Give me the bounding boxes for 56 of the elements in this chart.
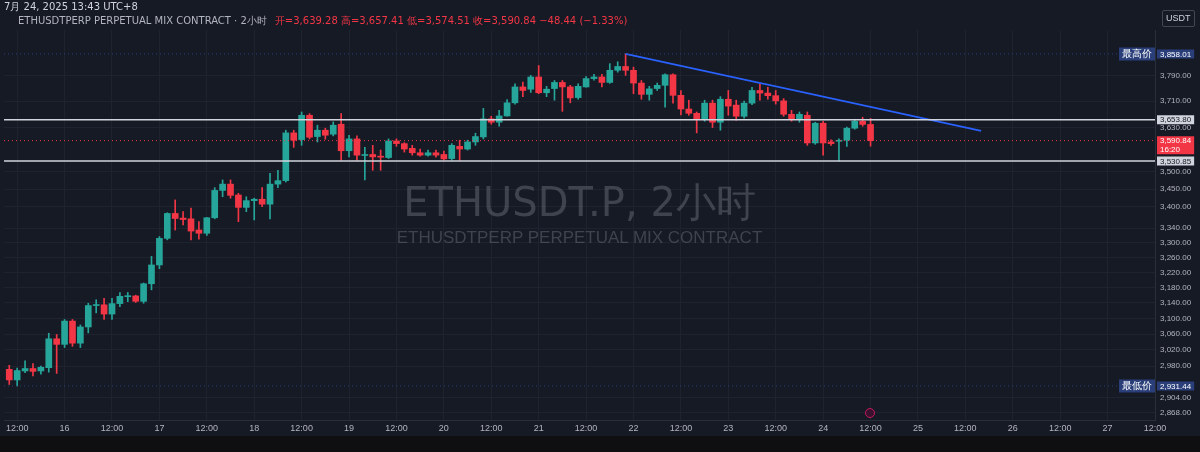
y-tick-label: 3,020.00 <box>1160 345 1192 355</box>
text: 开=3,639.28 高=3,657.41 低=3,574.51 收=3,590.84 −48.44 (−1.33%) <box>274 15 628 27</box>
x-tick-label: 24 <box>818 422 829 433</box>
x-tick-label: 12:00 <box>764 422 787 433</box>
x-tick-label: 12:00 <box>290 422 313 433</box>
y-tick-label: 3,140.00 <box>1160 298 1192 308</box>
y-tick-label: 3,630.00 <box>1160 122 1192 132</box>
y-tick-label: 3,790.00 <box>1160 70 1192 80</box>
x-tick-label: 12:00 <box>669 422 693 433</box>
y-tick-label: 3,710.00 <box>1160 96 1192 106</box>
ref-line-label: 3,590.84 16:20 <box>1160 136 1192 155</box>
x-tick-label: 12:00 <box>100 422 124 433</box>
y-tick-label: 2,980.00 <box>1160 361 1192 371</box>
y-tick-label: 3,500.00 <box>1160 166 1192 176</box>
x-tick-label: 22 <box>628 422 639 433</box>
ref-line-label: 3,653.80 <box>1160 115 1192 125</box>
x-tick-label: 26 <box>1007 422 1018 433</box>
y-tick-label: 3,060.00 <box>1160 329 1192 339</box>
y-tick-label: 3,400.00 <box>1160 201 1192 211</box>
y-tick-label: 2,904.00 <box>1160 392 1192 402</box>
y-tick-label: 2,868.00 <box>1160 407 1192 417</box>
x-tick-label: 19 <box>344 422 355 433</box>
x-tick-label: 18 <box>249 422 260 433</box>
x-tick-label: 17 <box>154 422 165 433</box>
x-tick-label: 25 <box>912 422 923 433</box>
y-axis-title: USDT <box>1162 10 1195 27</box>
x-tick-label: 21 <box>533 422 544 433</box>
x-tick-label: 23 <box>723 422 734 433</box>
x-tick-label: 16 <box>59 422 70 433</box>
x-tick-label: 27 <box>1102 422 1113 433</box>
y-tick-label: 3,220.00 <box>1160 267 1192 277</box>
x-tick-label: 20 <box>438 422 449 433</box>
x-tick-label: 12:00 <box>1048 422 1072 433</box>
ref-line-label: 3,530.85 <box>1160 156 1192 166</box>
x-tick-label: 12:00 <box>1143 422 1167 433</box>
y-tick-label: 3,450.00 <box>1160 184 1192 194</box>
ref-line-label: 最高价 3,858.01 <box>1122 47 1192 59</box>
x-tick-label: 12:00 <box>195 422 219 433</box>
x-tick-label: 12:00 <box>480 422 503 433</box>
y-tick-label: 3,340.00 <box>1160 223 1192 233</box>
text: ETHUSDTPERP PERPETUAL MIX CONTRACT · 2小时 <box>18 15 267 27</box>
candlestick <box>53 334 61 374</box>
candlestick <box>361 147 369 181</box>
y-tick-label: 3,300.00 <box>1160 237 1192 247</box>
candlestick <box>835 138 843 162</box>
y-tick-label: 3,100.00 <box>1160 313 1192 323</box>
x-tick-label: 12:00 <box>5 422 29 433</box>
y-tick-label: 3,260.00 <box>1160 252 1192 262</box>
x-tick-label: 12:00 <box>574 422 598 433</box>
text: 7月 24, 2025 13:43 UTC+8 <box>4 1 138 13</box>
x-tick-label: 12:00 <box>859 422 882 433</box>
x-tick-label: 12:00 <box>385 422 408 433</box>
ref-line-label: 最低价 2,931.44 <box>1122 380 1192 392</box>
candlestick <box>195 221 203 240</box>
y-tick-label: 3,180.00 <box>1160 282 1192 292</box>
x-tick-label: 12:00 <box>954 422 977 433</box>
